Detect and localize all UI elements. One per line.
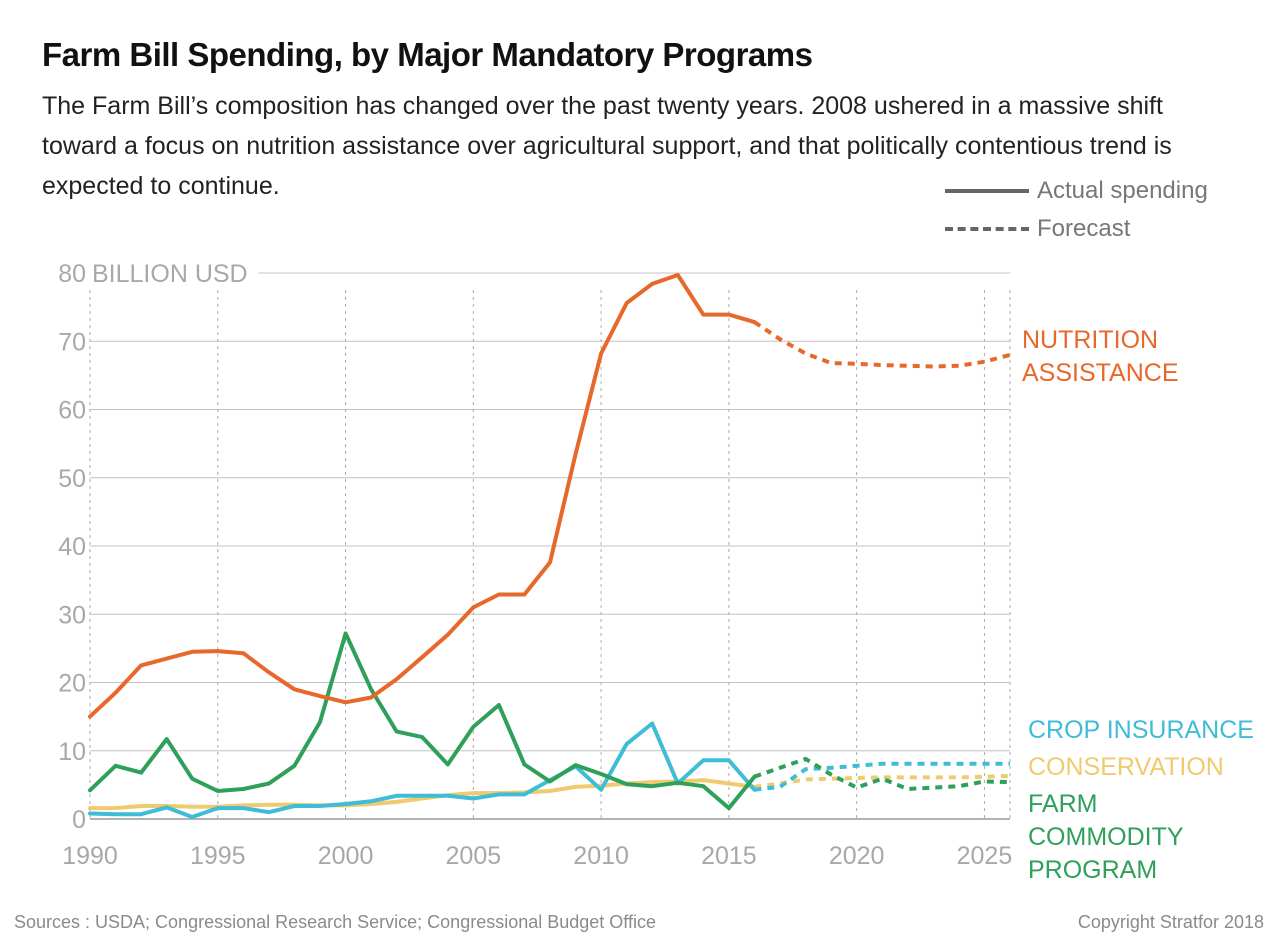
- legend-label-actual: Actual spending: [1037, 177, 1208, 204]
- series-label-farm-commodity-program-2: PROGRAM: [1028, 856, 1157, 884]
- x-tick-label-2015: 2015: [701, 842, 757, 870]
- legend-solid-line: [945, 189, 1029, 193]
- legend-item-actual: Actual spending: [945, 172, 1208, 210]
- y-tick-label-50: 50: [58, 465, 86, 493]
- series-label-farm-commodity-program-0: FARM: [1028, 790, 1097, 818]
- series-forecast-conservation: [754, 774, 1011, 789]
- x-tick-label-2025: 2025: [957, 842, 1013, 870]
- series-actual-farm-commodity-program: [88, 631, 757, 811]
- series-label-conservation-0: CONSERVATION: [1028, 753, 1224, 781]
- series-label-nutrition-assistance-0: NUTRITION: [1022, 326, 1158, 354]
- series-actual-conservation: [88, 778, 757, 811]
- chart-subtitle: The Farm Bill’s composition has changed …: [42, 92, 1172, 200]
- x-tick-label-2020: 2020: [829, 842, 885, 870]
- x-tick-label-2000: 2000: [318, 842, 374, 870]
- y-tick-label-20: 20: [58, 670, 86, 698]
- sources-note: Sources : USDA; Congressional Research S…: [14, 912, 656, 932]
- series-label-crop-insurance-0: CROP INSURANCE: [1028, 716, 1254, 744]
- legend: Actual spending Forecast: [945, 172, 1208, 248]
- legend-item-forecast: Forecast: [945, 210, 1208, 248]
- y-tick-label-70: 70: [58, 328, 86, 356]
- x-tick-label-2010: 2010: [573, 842, 629, 870]
- y-tick-label-10: 10: [58, 738, 86, 766]
- y-tick-label-40: 40: [58, 533, 86, 561]
- series-actual-crop-insurance: [88, 721, 757, 819]
- y-tick-label-0: 0: [72, 806, 86, 834]
- legend-dashed-line: [945, 227, 1029, 231]
- x-tick-label-1995: 1995: [190, 842, 246, 870]
- chart-title: Farm Bill Spending, by Major Mandatory P…: [42, 36, 813, 73]
- series-actual-nutrition-assistance: [88, 273, 757, 719]
- x-tick-label-1990: 1990: [62, 842, 118, 870]
- series-label-nutrition-assistance-1: ASSISTANCE: [1022, 359, 1179, 387]
- y-tick-label-60: 60: [58, 397, 86, 425]
- y-tick-label-80: 80: [58, 260, 86, 288]
- series-forecast-crop-insurance: [754, 761, 1010, 792]
- y-axis-label: BILLION USD: [92, 260, 248, 288]
- series-label-farm-commodity-program-1: COMMODITY: [1028, 823, 1184, 851]
- series-forecast-farm-commodity-program: [753, 756, 1011, 791]
- y-tick-label-30: 30: [58, 601, 86, 629]
- copyright-note: Copyright Stratfor 2018: [1077, 912, 1264, 932]
- legend-label-forecast: Forecast: [1037, 215, 1131, 242]
- series-forecast-nutrition-assistance: [753, 320, 1011, 369]
- x-tick-label-2005: 2005: [446, 842, 502, 870]
